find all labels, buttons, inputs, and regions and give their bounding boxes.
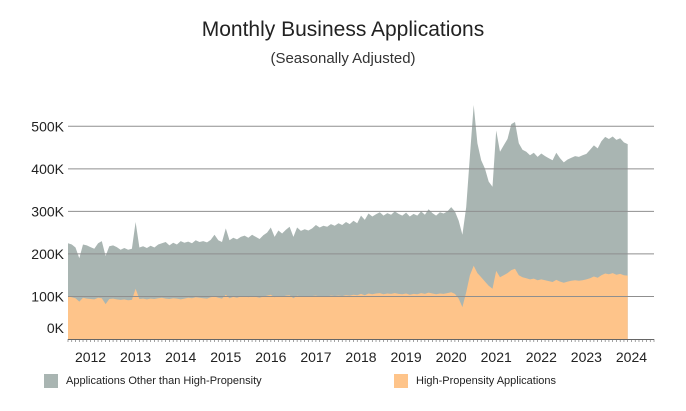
x-tick-label: 2022	[526, 349, 557, 365]
x-tick-label: 2020	[436, 349, 467, 365]
legend-label-other: Applications Other than High-Propensity	[66, 375, 262, 387]
x-tick-label: 2014	[165, 349, 196, 365]
x-tick-label: 2015	[210, 349, 241, 365]
y-tick-label: 500K	[31, 118, 64, 134]
legend-label-high: High-Propensity Applications	[416, 375, 557, 387]
legend-item-other: Applications Other than High-Propensity	[44, 374, 262, 388]
x-tick-label: 2021	[481, 349, 512, 365]
area-series-other	[68, 105, 628, 339]
x-tick-label: 2013	[120, 349, 151, 365]
chart-subtitle: (Seasonally Adjusted)	[270, 50, 416, 67]
x-tick-label: 2019	[390, 349, 421, 365]
x-tick-label: 2017	[300, 349, 331, 365]
legend-item-high: High-Propensity Applications	[394, 374, 556, 388]
chart-title: Monthly Business Applications	[201, 18, 485, 41]
y-tick-label: 400K	[31, 161, 64, 177]
y-tick-label: 100K	[31, 288, 64, 304]
legend-swatch-other	[44, 374, 58, 388]
x-tick-label: 2024	[616, 349, 647, 365]
y-tick-label: 200K	[31, 246, 64, 262]
x-tick-label: 2016	[255, 349, 286, 365]
y-tick-label: 0K	[47, 320, 65, 336]
x-tick-label: 2018	[345, 349, 376, 365]
area-series-high	[68, 265, 628, 339]
x-tick-label: 2012	[75, 349, 106, 365]
x-tick-label: 2023	[571, 349, 602, 365]
legend-swatch-high	[394, 374, 408, 388]
y-tick-label: 300K	[31, 203, 64, 219]
